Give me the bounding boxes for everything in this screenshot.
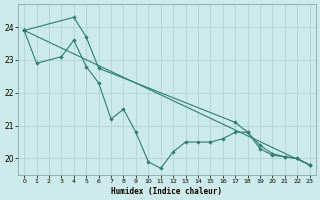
X-axis label: Humidex (Indice chaleur): Humidex (Indice chaleur) <box>111 187 222 196</box>
